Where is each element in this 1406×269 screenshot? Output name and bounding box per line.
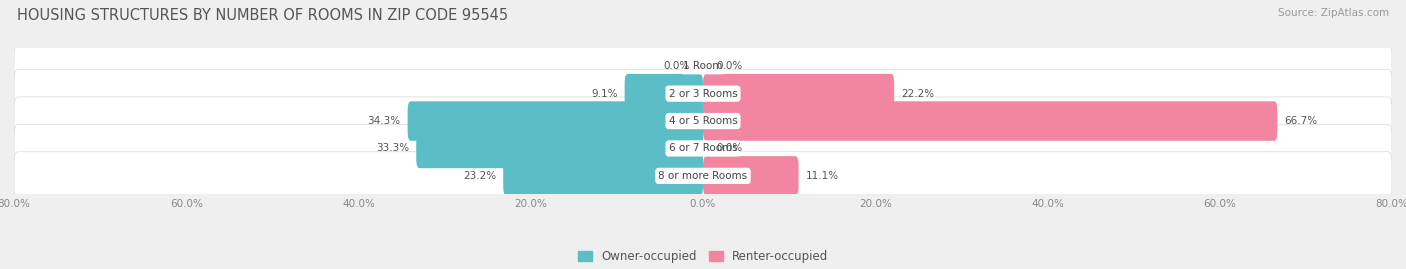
Text: 6 or 7 Rooms: 6 or 7 Rooms xyxy=(669,143,737,153)
FancyBboxPatch shape xyxy=(703,101,1278,141)
Text: 33.3%: 33.3% xyxy=(377,143,409,153)
Text: 66.7%: 66.7% xyxy=(1284,116,1317,126)
Text: 1 Room: 1 Room xyxy=(683,61,723,71)
Text: 0.0%: 0.0% xyxy=(716,61,742,71)
Text: 0.0%: 0.0% xyxy=(716,143,742,153)
Text: 8 or more Rooms: 8 or more Rooms xyxy=(658,171,748,181)
FancyBboxPatch shape xyxy=(14,152,1392,200)
Text: 11.1%: 11.1% xyxy=(806,171,838,181)
Text: 9.1%: 9.1% xyxy=(592,89,617,99)
Text: 4 or 5 Rooms: 4 or 5 Rooms xyxy=(669,116,737,126)
Text: 0.0%: 0.0% xyxy=(664,61,690,71)
Text: 2 or 3 Rooms: 2 or 3 Rooms xyxy=(669,89,737,99)
Text: Source: ZipAtlas.com: Source: ZipAtlas.com xyxy=(1278,8,1389,18)
FancyBboxPatch shape xyxy=(703,74,894,113)
Legend: Owner-occupied, Renter-occupied: Owner-occupied, Renter-occupied xyxy=(572,245,834,268)
FancyBboxPatch shape xyxy=(408,101,703,141)
Text: HOUSING STRUCTURES BY NUMBER OF ROOMS IN ZIP CODE 95545: HOUSING STRUCTURES BY NUMBER OF ROOMS IN… xyxy=(17,8,508,23)
FancyBboxPatch shape xyxy=(416,129,703,168)
FancyBboxPatch shape xyxy=(503,156,703,196)
FancyBboxPatch shape xyxy=(14,97,1392,145)
Text: 34.3%: 34.3% xyxy=(367,116,401,126)
Text: 22.2%: 22.2% xyxy=(901,89,934,99)
FancyBboxPatch shape xyxy=(14,42,1392,90)
FancyBboxPatch shape xyxy=(14,69,1392,118)
FancyBboxPatch shape xyxy=(703,156,799,196)
FancyBboxPatch shape xyxy=(14,124,1392,173)
Text: 23.2%: 23.2% xyxy=(463,171,496,181)
FancyBboxPatch shape xyxy=(624,74,703,113)
